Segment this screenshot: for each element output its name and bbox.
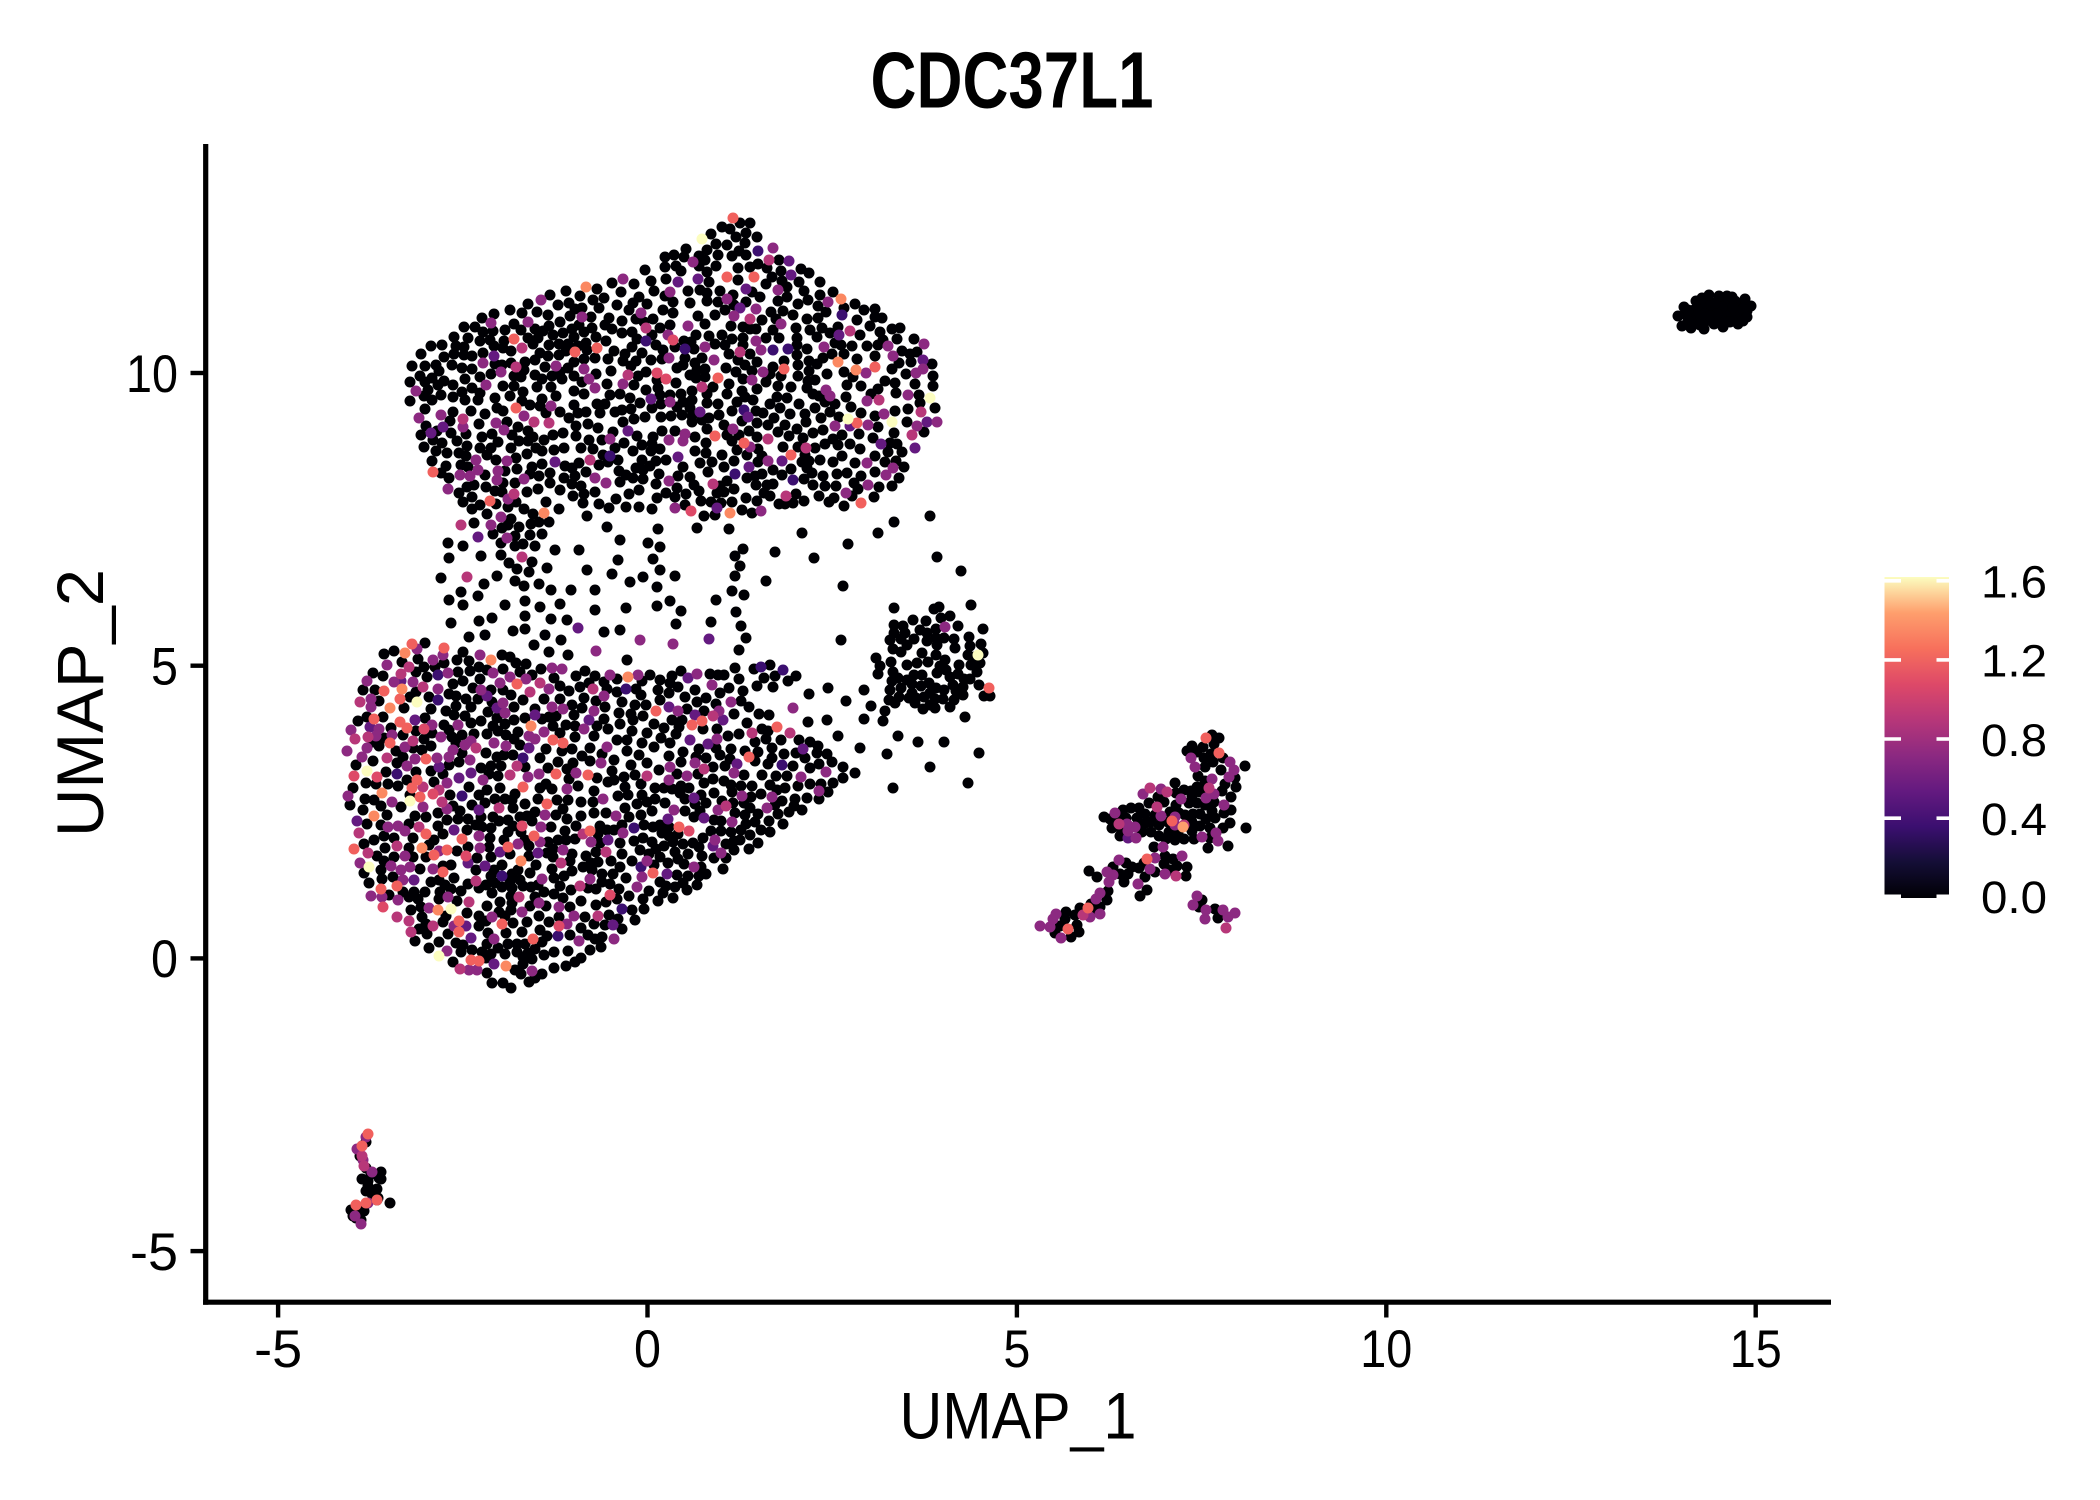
svg-text:5: 5: [151, 638, 178, 697]
svg-text:0.8: 0.8: [1981, 715, 2047, 766]
svg-text:UMAP_1: UMAP_1: [900, 1379, 1137, 1453]
svg-text:UMAP_2: UMAP_2: [43, 569, 117, 837]
svg-text:0.0: 0.0: [1981, 872, 2047, 923]
svg-text:0: 0: [634, 1320, 661, 1379]
svg-text:CDC37L1: CDC37L1: [871, 36, 1154, 125]
svg-text:0: 0: [151, 930, 178, 989]
svg-text:5: 5: [1003, 1320, 1030, 1379]
svg-text:0.4: 0.4: [1981, 794, 2047, 845]
svg-text:15: 15: [1730, 1320, 1782, 1379]
svg-text:1.6: 1.6: [1981, 557, 2047, 608]
svg-text:10: 10: [126, 345, 178, 404]
svg-text:10: 10: [1360, 1320, 1412, 1379]
svg-text:-5: -5: [254, 1320, 302, 1379]
svg-text:1.2: 1.2: [1981, 636, 2047, 687]
svg-text:-5: -5: [130, 1223, 178, 1282]
